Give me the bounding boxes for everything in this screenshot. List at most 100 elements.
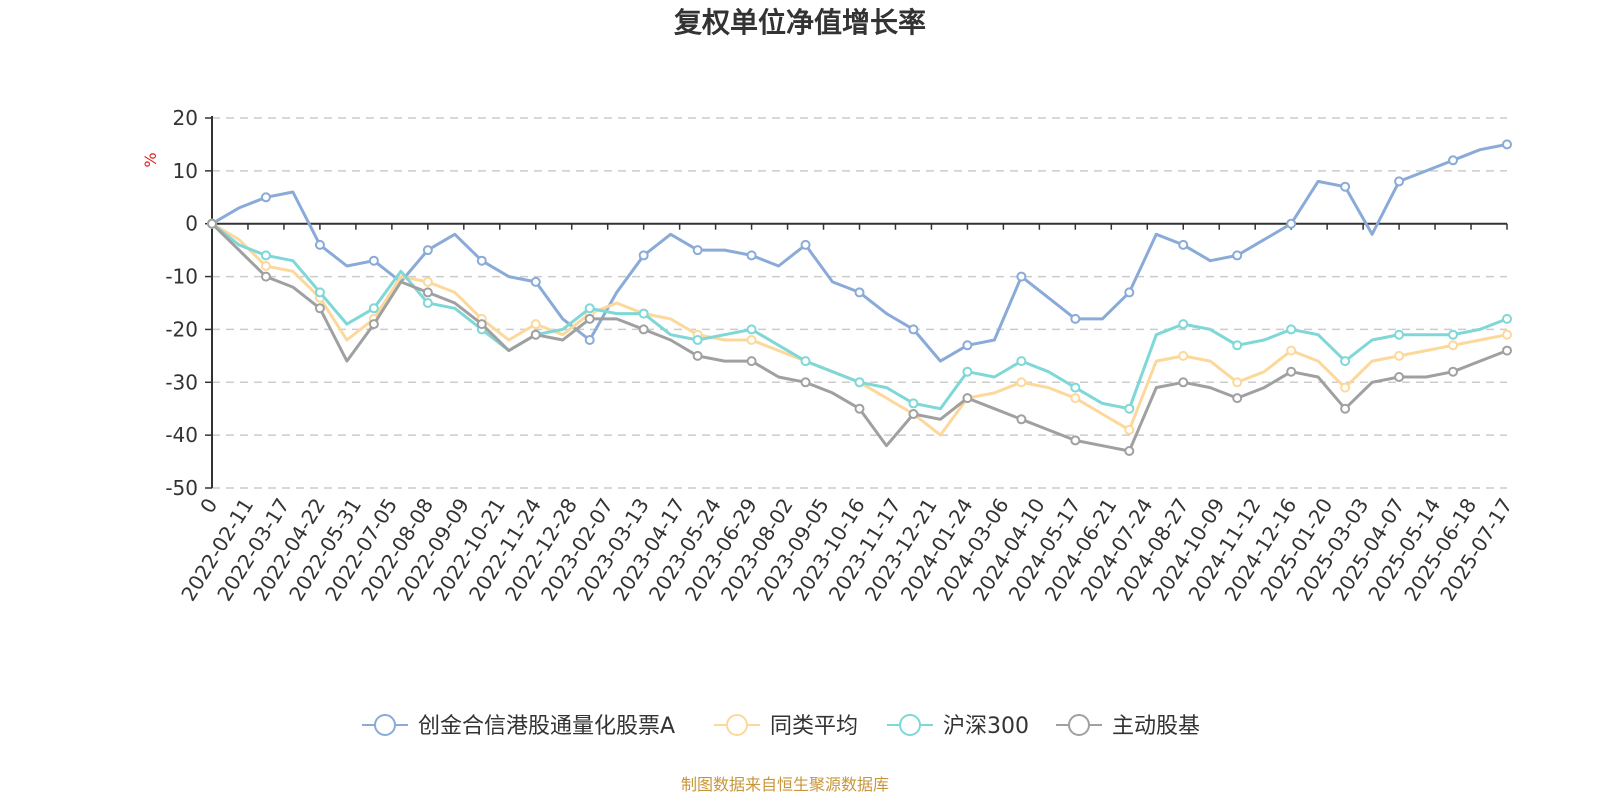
data-point	[1286, 345, 1297, 356]
data-point	[1394, 350, 1405, 361]
legend-item-1[interactable]: 同类平均	[714, 714, 858, 739]
data-point	[530, 319, 541, 330]
data-point	[638, 250, 649, 261]
legend-marker-icon	[899, 714, 921, 736]
data-point	[422, 276, 433, 287]
legend-item-2[interactable]: 沪深300	[887, 714, 1029, 739]
data-point	[1232, 250, 1243, 261]
data-point	[1286, 324, 1297, 335]
data-point	[476, 319, 487, 330]
y-tick-label: 10	[173, 159, 198, 183]
data-point	[1070, 435, 1081, 446]
data-point	[908, 324, 919, 335]
source-note: 制图数据来自恒生聚源数据库	[681, 775, 889, 794]
data-point	[260, 250, 271, 261]
data-point	[1178, 377, 1189, 388]
y-tick-label: -40	[165, 423, 198, 447]
data-point	[1502, 313, 1512, 324]
data-point	[854, 377, 865, 388]
data-point	[1340, 181, 1351, 192]
data-point	[638, 324, 649, 335]
legend-label: 沪深300	[943, 714, 1029, 739]
data-point	[584, 335, 595, 345]
data-point	[1448, 366, 1459, 377]
data-point	[422, 287, 433, 298]
data-point	[962, 366, 973, 377]
data-point	[962, 340, 973, 351]
data-point	[1016, 377, 1027, 388]
data-point	[530, 329, 541, 340]
data-point	[314, 287, 325, 298]
data-point	[422, 298, 433, 308]
legend-label: 同类平均	[770, 714, 858, 739]
data-point	[1340, 403, 1351, 414]
data-point	[260, 192, 271, 203]
data-point	[368, 255, 379, 266]
series-1	[207, 218, 1512, 437]
data-point	[746, 356, 757, 367]
legend-label: 主动股基	[1112, 714, 1200, 739]
data-point	[1124, 287, 1135, 298]
data-point	[1286, 366, 1297, 377]
data-point	[962, 393, 973, 404]
legend[interactable]: 创金合信港股通量化股票A 同类平均 沪深300 主动股基	[362, 714, 1200, 739]
data-point	[1340, 382, 1351, 393]
y-tick-label: 20	[173, 106, 198, 130]
data-point	[1070, 313, 1081, 324]
data-point	[1016, 356, 1027, 367]
data-point	[530, 276, 541, 287]
data-point	[746, 250, 757, 261]
data-point	[1448, 329, 1459, 340]
gridlines	[212, 117, 1507, 489]
data-point	[1178, 319, 1189, 330]
y-tick-label: -50	[165, 476, 198, 500]
data-point	[1232, 377, 1243, 388]
series-0	[207, 139, 1512, 363]
data-point	[584, 313, 595, 324]
legend-item-3[interactable]: 主动股基	[1056, 714, 1200, 739]
data-point	[800, 356, 811, 367]
data-point	[1178, 239, 1189, 250]
data-point	[1178, 350, 1189, 361]
data-point	[746, 324, 757, 335]
data-point	[1394, 372, 1405, 382]
x-tick-label: 0	[195, 494, 222, 518]
data-point	[1394, 329, 1405, 340]
data-point	[800, 377, 811, 388]
y-tick-label: 0	[185, 212, 198, 236]
y-tick-label: -20	[165, 317, 198, 341]
series-group	[207, 139, 1512, 456]
data-point	[260, 271, 271, 282]
data-point	[260, 261, 271, 271]
data-point	[746, 335, 757, 345]
data-point	[1070, 393, 1081, 404]
data-point	[1070, 382, 1081, 393]
data-point	[1124, 446, 1135, 456]
data-point	[422, 245, 433, 256]
data-point	[1340, 356, 1351, 367]
series-line	[210, 222, 1508, 453]
data-point	[1448, 155, 1459, 166]
data-point	[692, 335, 703, 345]
series-3	[207, 218, 1512, 456]
data-point	[854, 403, 865, 414]
data-point	[692, 245, 703, 256]
y-tick-label: -10	[165, 265, 198, 289]
data-point	[314, 303, 325, 314]
data-point	[1232, 393, 1243, 404]
data-point	[638, 308, 649, 319]
data-point	[368, 303, 379, 314]
data-point	[476, 255, 487, 266]
series-line	[211, 142, 1508, 363]
data-point	[314, 239, 325, 250]
data-point	[1394, 176, 1405, 187]
data-point	[854, 287, 865, 298]
legend-item-0[interactable]: 创金合信港股通量化股票A	[362, 714, 675, 739]
data-point	[1502, 345, 1512, 356]
data-point	[1502, 139, 1512, 150]
data-point	[1448, 340, 1459, 351]
legend-marker-icon	[1068, 714, 1090, 736]
y-tick-label: -30	[165, 370, 198, 394]
data-point	[1124, 424, 1135, 435]
